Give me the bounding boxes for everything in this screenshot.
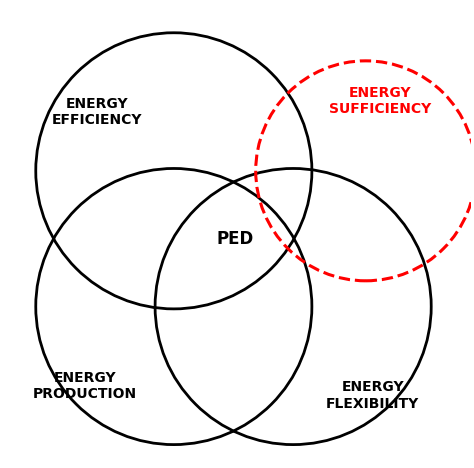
Text: ENERGY
FLEXIBILITY: ENERGY FLEXIBILITY: [326, 380, 419, 410]
Text: ENERGY
PRODUCTION: ENERGY PRODUCTION: [33, 371, 137, 401]
Text: PED: PED: [216, 230, 253, 248]
Text: ENERGY
EFFICIENCY: ENERGY EFFICIENCY: [51, 97, 142, 127]
Text: ENERGY
SUFFICIENCY: ENERGY SUFFICIENCY: [328, 86, 431, 116]
